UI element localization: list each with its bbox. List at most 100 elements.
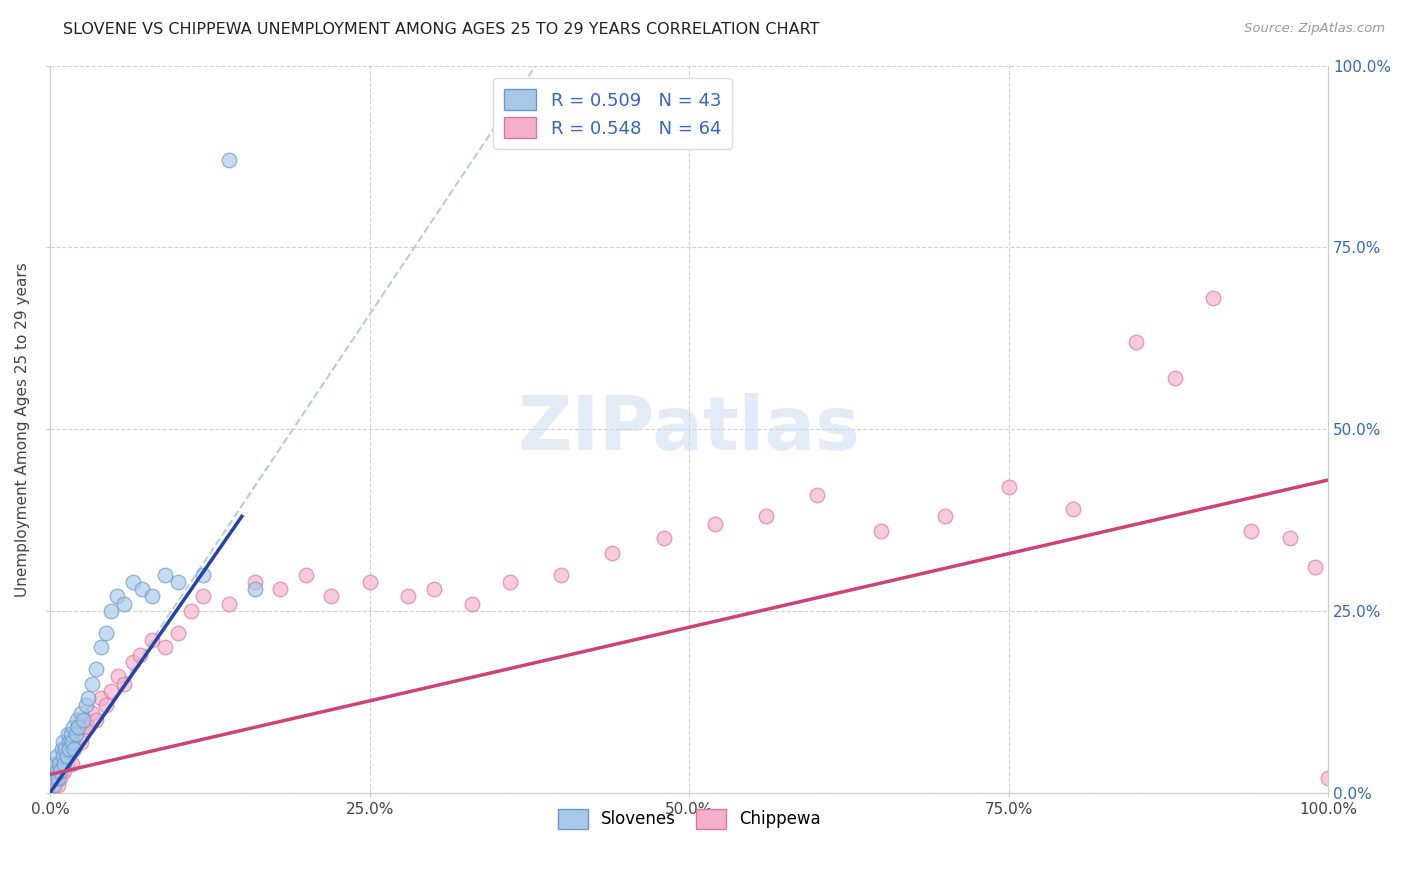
Point: [55, 749, 77, 764]
Point: [1164, 371, 1187, 385]
Point: [69, 706, 91, 720]
Point: [56, 727, 79, 741]
Point: [934, 509, 956, 524]
Point: [59, 735, 82, 749]
Point: [46, 778, 69, 792]
Point: [243, 574, 266, 589]
Point: [141, 590, 163, 604]
Point: [52, 735, 75, 749]
Point: [122, 574, 145, 589]
Point: [75, 713, 97, 727]
Point: [396, 590, 419, 604]
Point: [96, 625, 118, 640]
Point: [69, 735, 91, 749]
Point: [997, 480, 1019, 494]
Point: [42, 778, 65, 792]
Point: [51, 764, 73, 778]
Point: [51, 742, 73, 756]
Point: [49, 771, 72, 785]
Point: [53, 764, 76, 778]
Point: [67, 720, 90, 734]
Point: [45, 749, 67, 764]
Point: [49, 764, 72, 778]
Point: [193, 590, 215, 604]
Point: [72, 713, 94, 727]
Point: [58, 742, 80, 756]
Point: [84, 662, 107, 676]
Point: [153, 640, 176, 655]
Point: [461, 597, 484, 611]
Point: [321, 590, 343, 604]
Point: [806, 487, 828, 501]
Point: [153, 567, 176, 582]
Point: [65, 727, 87, 741]
Point: [66, 713, 89, 727]
Point: [90, 640, 112, 655]
Point: [703, 516, 725, 531]
Point: [45, 764, 67, 778]
Point: [77, 720, 100, 734]
Point: [52, 756, 75, 771]
Point: [62, 742, 84, 756]
Point: [193, 567, 215, 582]
Point: [44, 756, 66, 771]
Point: [602, 546, 624, 560]
Point: [75, 698, 97, 713]
Point: [48, 756, 70, 771]
Point: [755, 509, 778, 524]
Point: [58, 735, 80, 749]
Point: [77, 691, 100, 706]
Point: [63, 735, 86, 749]
Text: ZIPatlas: ZIPatlas: [517, 392, 860, 466]
Point: [1125, 334, 1147, 349]
Point: [62, 720, 84, 734]
Point: [1278, 531, 1301, 545]
Point: [422, 582, 444, 596]
Point: [359, 574, 381, 589]
Text: Source: ZipAtlas.com: Source: ZipAtlas.com: [1244, 22, 1385, 36]
Point: [1202, 291, 1225, 305]
Point: [44, 771, 66, 785]
Y-axis label: Unemployment Among Ages 25 to 29 years: Unemployment Among Ages 25 to 29 years: [15, 261, 30, 597]
Point: [128, 648, 150, 662]
Point: [167, 574, 190, 589]
Point: [59, 727, 82, 741]
Point: [55, 749, 77, 764]
Point: [44, 771, 66, 785]
Point: [52, 749, 75, 764]
Point: [131, 582, 153, 596]
Point: [84, 713, 107, 727]
Point: [60, 735, 83, 749]
Point: [107, 669, 129, 683]
Point: [60, 756, 83, 771]
Text: SLOVENE VS CHIPPEWA UNEMPLOYMENT AMONG AGES 25 TO 29 YEARS CORRELATION CHART: SLOVENE VS CHIPPEWA UNEMPLOYMENT AMONG A…: [63, 22, 820, 37]
Point: [218, 597, 240, 611]
Point: [65, 727, 87, 741]
Point: [499, 574, 522, 589]
Point: [58, 749, 80, 764]
Point: [53, 756, 76, 771]
Point: [218, 153, 240, 168]
Point: [1317, 771, 1340, 785]
Point: [42, 778, 65, 792]
Point: [55, 756, 77, 771]
Point: [1062, 502, 1084, 516]
Point: [550, 567, 572, 582]
Point: [48, 756, 70, 771]
Point: [45, 764, 67, 778]
Point: [112, 597, 135, 611]
Point: [82, 706, 104, 720]
Point: [869, 524, 891, 538]
Point: [112, 676, 135, 690]
Point: [269, 582, 291, 596]
Point: [90, 691, 112, 706]
Point: [141, 632, 163, 647]
Point: [167, 625, 190, 640]
Point: [63, 742, 86, 756]
Point: [1305, 560, 1327, 574]
Point: [46, 771, 69, 785]
Point: [294, 567, 316, 582]
Point: [55, 742, 77, 756]
Point: [100, 684, 122, 698]
Point: [243, 582, 266, 596]
